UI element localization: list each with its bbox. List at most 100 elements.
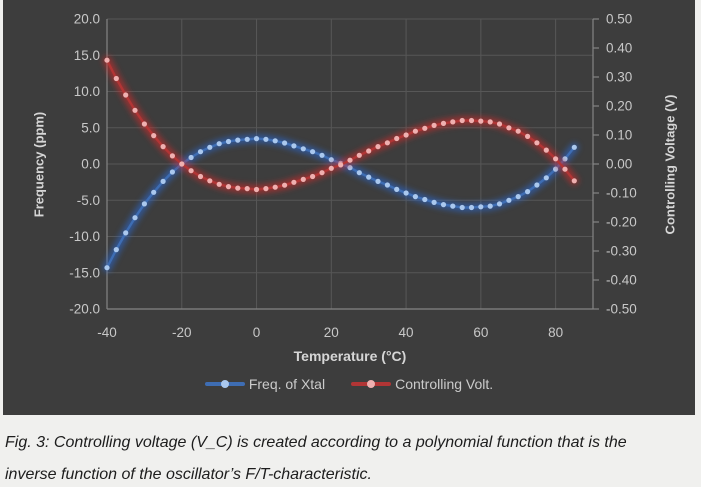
caption-line-1: Fig. 3: Controlling voltage (V_C) is cre… [5,434,627,451]
series-point-1 [225,184,232,190]
series-point-0 [310,149,316,155]
x-axis-title: Temperature (°C) [293,348,407,364]
series-point-1 [235,185,241,191]
series-point-0 [104,265,110,271]
series-point-0 [525,189,531,195]
series-point-0 [253,136,260,142]
series-point-1 [338,162,344,168]
series-point-1 [394,135,400,142]
series-point-0 [132,215,138,221]
right-axis-tick-label: -0.50 [606,302,637,317]
series-point-0 [216,141,222,147]
series-point-1 [300,176,306,182]
series-point-0 [366,174,372,180]
left-axis-tick-label: -20.0 [69,302,100,317]
right-axis-tick-label: 0.20 [606,99,632,114]
series-point-0 [496,201,503,207]
x-axis-tick-label: 40 [399,325,414,340]
series-point-1 [515,128,521,134]
series-point-0 [487,203,493,209]
series-point-0 [207,144,213,150]
chart-canvas: 0.500.400.300.200.100.00-0.10-0.20-0.30-… [69,12,637,341]
right-axis-tick-label: -0.10 [606,186,637,201]
legend-dot-icon [367,380,376,388]
chart-panel: 0.50 0.40 0.30 0.20 0.10 0.00 -0.10 -0.20 -0.30-… [3,0,695,415]
series-point-1 [169,153,175,159]
series-point-1 [543,147,549,153]
series-point-0 [543,175,549,181]
series-point-0 [562,156,568,162]
series-point-1 [375,144,381,150]
x-axis-tick-label: 60 [473,325,488,340]
series-point-1 [132,107,138,113]
legend-item-label: Controlling Volt. [395,376,494,392]
left-axis-tick-label: -15.0 [69,265,100,280]
x-axis-tick-label: -20 [172,325,192,340]
series-point-1 [468,117,475,124]
series-point-1 [571,178,577,184]
series-point-1 [403,132,409,138]
y-axis-title-left: Frequency (ppm) [31,111,47,218]
series-point-0 [282,140,288,146]
right-axis-tick-label: 0.00 [606,157,632,172]
series-point-0 [347,165,353,171]
series-point-1 [440,120,447,126]
series-point-0 [141,201,147,207]
series-point-0 [459,204,465,211]
legend-line-sample-icon [351,380,392,388]
series-point-1 [244,186,250,192]
series-point-1 [487,119,493,125]
series-point-1 [291,179,297,185]
series-point-1 [459,117,465,124]
series-point-0 [160,178,166,184]
series-point-0 [431,199,437,205]
series-point-0 [515,194,521,200]
legend-line-sample-icon [204,380,245,388]
caption-line-2: inverse function of the oscillator’s F/T… [5,466,372,483]
series-point-0 [422,196,428,203]
series-point-0 [478,204,484,210]
series-point-0 [188,154,194,161]
series-point-1 [207,178,213,184]
series-point-0 [328,157,334,163]
series-point-1 [450,119,456,125]
right-axis-tick-label: -0.40 [606,273,637,288]
series-point-1 [328,165,334,171]
left-axis-tick-label: 10.0 [74,84,100,99]
right-axis-tick-label: 0.30 [606,70,632,85]
series-point-0 [403,190,409,196]
left-axis-tick-label: 15.0 [74,48,100,63]
x-axis-tick-label: 0 [253,325,261,340]
series-point-0 [113,247,119,253]
series-point-1 [356,152,362,158]
right-axis-tick-label: -0.20 [606,215,637,230]
series-point-0 [468,204,475,211]
left-axis-tick-label: 20.0 [74,12,100,27]
legend-item-label: Freq. of Xtal [248,376,326,392]
series-point-1 [263,186,269,192]
series-point-0 [375,178,381,184]
series-point-1 [478,118,484,124]
series-point-1 [412,128,418,134]
series-point-1 [160,144,166,150]
series-point-1 [216,181,222,187]
series-point-0 [553,166,559,172]
series-point-1 [272,184,278,190]
series-point-1 [197,173,204,180]
series-point-0 [244,136,250,142]
series-point-0 [384,182,390,188]
right-axis-tick-label: -0.30 [606,244,637,259]
series-point-1 [253,186,260,193]
series-point-1 [282,182,288,188]
series-point-1 [534,140,540,146]
series-point-0 [319,152,325,158]
left-axis-tick-label: -10.0 [69,229,100,244]
series-point-0 [225,138,232,145]
legend-item: Controlling Volt. [351,376,493,392]
series-point-0 [151,189,157,195]
series-point-1 [496,121,503,127]
series-point-1 [179,161,185,167]
series-point-0 [197,149,204,155]
series-point-0 [571,144,577,150]
